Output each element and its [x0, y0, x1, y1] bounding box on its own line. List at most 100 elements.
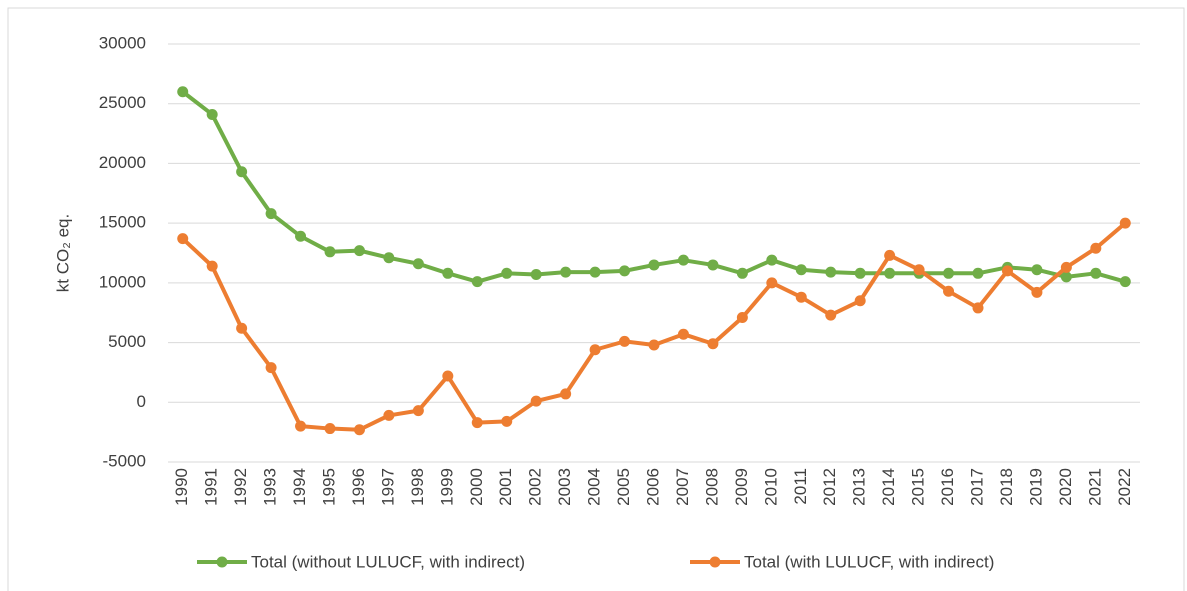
data-point — [530, 395, 542, 407]
data-point — [677, 328, 689, 340]
data-point — [884, 249, 896, 261]
data-point — [295, 230, 307, 242]
legend-marker — [216, 556, 228, 568]
data-point — [295, 420, 307, 432]
x-tick-label: 2007 — [673, 468, 692, 506]
data-point — [206, 108, 218, 120]
legend-marker — [709, 556, 721, 568]
data-point — [1060, 271, 1072, 283]
data-point — [471, 417, 483, 429]
y-tick-label: 15000 — [99, 213, 146, 232]
x-tick-label: 2006 — [643, 468, 662, 506]
data-point — [265, 208, 277, 220]
x-tick-label: 2017 — [967, 468, 986, 506]
data-point — [383, 252, 395, 264]
data-point — [265, 362, 277, 374]
data-point — [1060, 261, 1072, 273]
data-point — [560, 266, 572, 278]
data-point — [353, 424, 365, 436]
x-tick-label: 2018 — [997, 468, 1016, 506]
x-tick-label: 1996 — [349, 468, 368, 506]
data-point — [707, 338, 719, 350]
data-point — [442, 267, 454, 279]
data-point — [913, 264, 925, 276]
x-tick-label: 1997 — [378, 468, 397, 506]
x-tick-label: 1993 — [261, 468, 280, 506]
data-point — [972, 302, 984, 314]
data-point — [530, 268, 542, 280]
data-point — [589, 344, 601, 356]
data-point — [943, 267, 955, 279]
data-point — [1119, 276, 1131, 288]
y-axis-label: kt CO₂ eq. — [53, 214, 72, 292]
data-point — [501, 415, 513, 427]
y-tick-label: 5000 — [108, 332, 146, 351]
x-tick-label: 2003 — [555, 468, 574, 506]
x-tick-label: 1999 — [437, 468, 456, 506]
x-tick-label: 2020 — [1056, 468, 1075, 506]
x-tick-label: 1990 — [172, 468, 191, 506]
y-tick-label: 25000 — [99, 93, 146, 112]
data-point — [972, 267, 984, 279]
data-point — [177, 86, 189, 98]
data-point — [795, 291, 807, 303]
data-point — [177, 233, 189, 245]
data-point — [236, 322, 248, 334]
x-tick-label: 2021 — [1085, 468, 1104, 506]
x-tick-label: 2014 — [879, 468, 898, 506]
data-point — [795, 264, 807, 276]
data-point — [736, 267, 748, 279]
data-point — [677, 254, 689, 266]
data-point — [1119, 217, 1131, 229]
x-tick-label: 2022 — [1115, 468, 1134, 506]
x-tick-label: 1991 — [202, 468, 221, 506]
data-point — [236, 166, 248, 178]
data-point — [648, 339, 660, 351]
data-point — [412, 258, 424, 270]
data-point — [383, 409, 395, 421]
data-point — [324, 423, 336, 435]
y-tick-label: -5000 — [103, 451, 146, 470]
x-tick-label: 1992 — [231, 468, 250, 506]
data-point — [854, 295, 866, 307]
data-point — [943, 285, 955, 297]
data-point — [589, 266, 601, 278]
data-point — [825, 309, 837, 321]
x-tick-label: 2016 — [938, 468, 957, 506]
data-point — [619, 335, 631, 347]
x-tick-label: 2011 — [791, 468, 810, 505]
x-tick-label: 2000 — [467, 468, 486, 506]
x-tick-label: 2002 — [526, 468, 545, 506]
data-point — [560, 388, 572, 400]
x-tick-label: 1998 — [408, 468, 427, 506]
data-point — [1031, 264, 1043, 276]
x-tick-label: 1995 — [319, 468, 338, 506]
data-point — [501, 267, 513, 279]
x-tick-label: 2001 — [496, 468, 515, 506]
legend-label: Total (with LULUCF, with indirect) — [744, 552, 994, 571]
y-tick-label: 30000 — [99, 33, 146, 52]
x-tick-label: 2005 — [614, 468, 633, 506]
x-tick-label: 2008 — [702, 468, 721, 506]
data-point — [412, 405, 424, 417]
x-tick-label: 2012 — [820, 468, 839, 506]
y-tick-label: 20000 — [99, 153, 146, 172]
x-tick-label: 2013 — [850, 468, 869, 506]
y-tick-label: 0 — [137, 392, 146, 411]
x-tick-label: 2009 — [732, 468, 751, 506]
x-tick-label: 2004 — [585, 468, 604, 506]
data-point — [1031, 286, 1043, 298]
data-point — [707, 259, 719, 271]
data-point — [766, 254, 778, 266]
data-point — [471, 276, 483, 288]
data-point — [736, 311, 748, 323]
data-point — [884, 267, 896, 279]
data-point — [1001, 265, 1013, 277]
data-point — [1090, 267, 1102, 279]
data-point — [825, 266, 837, 278]
data-point — [442, 370, 454, 382]
data-point — [766, 277, 778, 289]
data-point — [353, 245, 365, 257]
x-tick-label: 2010 — [761, 468, 780, 506]
data-point — [1090, 242, 1102, 254]
